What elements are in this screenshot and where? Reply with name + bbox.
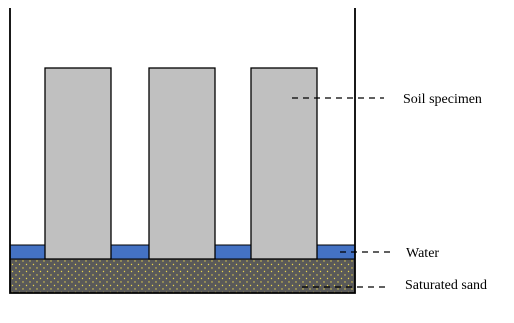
soil-specimen xyxy=(148,67,216,260)
saturated-sand-layer xyxy=(10,259,355,293)
saturated-sand-label: Saturated sand xyxy=(405,278,487,293)
water-label: Water xyxy=(406,246,439,261)
soil-specimens xyxy=(44,67,318,260)
soil-specimen xyxy=(44,67,112,260)
soil-specimen xyxy=(250,67,318,260)
container-outline xyxy=(9,8,356,294)
soil-specimen-label: Soil specimen xyxy=(403,92,482,107)
